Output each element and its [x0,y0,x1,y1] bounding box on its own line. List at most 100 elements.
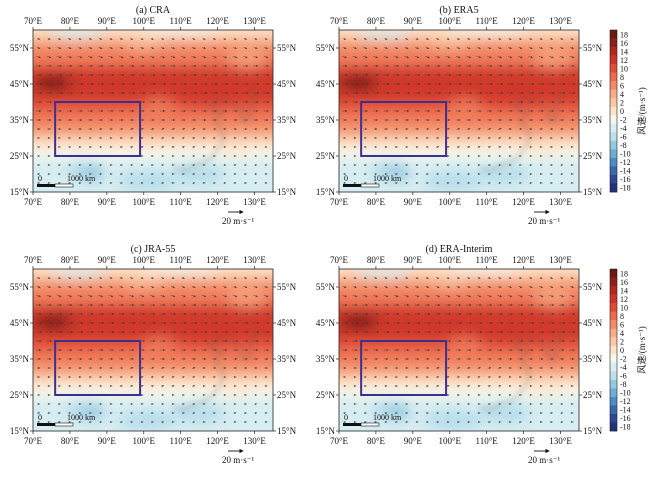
reference-vector: 20 m·s⁻¹ [222,212,255,226]
colorbar-tick-label: -18 [620,184,631,193]
colorbar-title: 风速/(m·s⁻¹) [637,87,647,134]
panel-title: (c) JRA-55 [131,244,176,255]
panel-title: (a) CRA [136,5,171,16]
scale-bar-label: 1000 km [67,174,96,183]
map-panel: (c) JRA-5570°E70°E80°E80°E90°E90°E100°E1… [0,244,310,465]
lon-tick-label-top: 130°E [243,255,266,265]
lon-tick-label-top: 120°E [206,255,229,265]
lon-tick-label-top: 110°E [476,16,499,26]
lon-tick-label-top: 90°E [98,255,117,265]
lon-tick-label-bottom: 80°E [61,197,80,207]
lon-tick-label-top: 120°E [512,255,535,265]
colorbar-swatch [610,158,617,167]
lat-tick-label-left: 55°N [316,282,336,292]
colorbar-swatch [610,107,617,116]
lon-tick-label-bottom: 130°E [243,436,266,446]
panel-title: (d) ERA-Interim [426,244,493,255]
lat-tick-label-left: 55°N [316,43,336,53]
lat-tick-label-right: 25°N [277,151,297,161]
reference-vector-label: 20 m·s⁻¹ [222,455,255,465]
colorbar-swatch [610,141,617,150]
lat-tick-label-right: 55°N [277,43,297,53]
lon-tick-label-bottom: 130°E [243,197,266,207]
colorbar-swatch [610,149,617,158]
lon-tick-label-top: 130°E [243,16,266,26]
lon-tick-label-bottom: 100°E [438,436,461,446]
lon-tick-label-bottom: 110°E [170,436,193,446]
colorbar-swatch [610,98,617,107]
scale-bar-zero: 0 [344,413,348,422]
scale-bar-label: 1000 km [373,413,402,422]
lat-tick-label-left: 35°N [316,354,336,364]
lat-tick-label-right: 25°N [583,390,603,400]
lat-tick-label-right: 35°N [583,115,603,125]
lon-tick-label-top: 70°E [330,255,349,265]
lon-tick-label-bottom: 110°E [476,197,499,207]
lon-tick-label-top: 80°E [367,16,386,26]
lat-tick-label-left: 15°N [316,426,336,436]
lat-tick-label-left: 15°N [316,187,336,197]
lon-tick-label-top: 70°E [24,16,43,26]
lon-tick-label-bottom: 130°E [549,197,572,207]
lon-tick-label-bottom: 90°E [98,197,117,207]
colorbar-swatch [610,422,617,431]
colorbar-tick-label: -18 [620,423,631,432]
lon-tick-label-top: 70°E [330,16,349,26]
lat-tick-label-left: 45°N [316,79,336,89]
colorbar-swatch [610,132,617,141]
colorbar: 181614121086420-2-4-6-8-10-12-14-16-18风速… [610,269,647,432]
lat-tick-label-left: 45°N [10,318,30,328]
lat-tick-label-right: 15°N [583,426,603,436]
lat-tick-label-right: 55°N [583,282,603,292]
lon-tick-label-bottom: 100°E [132,436,155,446]
lat-tick-label-left: 15°N [10,187,30,197]
colorbar-swatch [610,115,617,124]
lat-tick-label-right: 45°N [583,318,603,328]
lat-tick-label-right: 45°N [277,318,297,328]
lon-tick-label-top: 80°E [367,255,386,265]
lon-tick-label-top: 130°E [549,16,572,26]
lat-tick-label-right: 45°N [583,79,603,89]
scale-bar-label: 1000 km [67,413,96,422]
lon-tick-label-bottom: 70°E [24,436,43,446]
colorbar-title: 风速/(m·s⁻¹) [637,326,647,373]
lon-tick-label-bottom: 110°E [170,197,193,207]
colorbar-swatch [610,286,617,295]
lon-tick-label-top: 90°E [404,16,423,26]
colorbar-swatch [610,269,617,278]
reference-vector: 20 m·s⁻¹ [528,451,561,465]
reference-vector-label: 20 m·s⁻¹ [528,216,561,226]
lon-tick-label-bottom: 120°E [206,436,229,446]
colorbar-swatch [610,303,617,312]
colorbar-swatch [610,175,617,184]
lat-tick-label-right: 15°N [277,187,297,197]
lon-tick-label-bottom: 120°E [206,197,229,207]
lat-tick-label-left: 25°N [316,390,336,400]
reference-vector-label: 20 m·s⁻¹ [528,455,561,465]
lon-tick-label-top: 100°E [132,255,155,265]
colorbar-swatch [610,329,617,338]
lat-tick-label-left: 35°N [10,354,30,364]
lon-tick-label-top: 70°E [24,255,43,265]
lon-tick-label-bottom: 70°E [24,197,43,207]
colorbar-swatch [610,64,617,73]
lon-tick-label-bottom: 80°E [61,436,80,446]
lon-tick-label-top: 110°E [170,16,193,26]
lat-tick-label-left: 55°N [10,282,30,292]
lon-tick-label-bottom: 120°E [512,436,535,446]
lat-tick-label-left: 25°N [10,390,30,400]
lon-tick-label-top: 100°E [438,255,461,265]
lat-tick-label-left: 45°N [316,318,336,328]
colorbar-swatch [610,166,617,175]
colorbar-swatch [610,363,617,372]
lat-tick-label-right: 35°N [277,115,297,125]
lon-tick-label-bottom: 70°E [330,197,349,207]
colorbar-swatch [610,346,617,355]
lat-tick-label-left: 35°N [316,115,336,125]
lon-tick-label-top: 90°E [404,255,423,265]
colorbar-swatch [610,81,617,90]
lon-tick-label-bottom: 100°E [132,197,155,207]
reference-vector: 20 m·s⁻¹ [222,451,255,465]
lon-tick-label-top: 80°E [61,255,80,265]
